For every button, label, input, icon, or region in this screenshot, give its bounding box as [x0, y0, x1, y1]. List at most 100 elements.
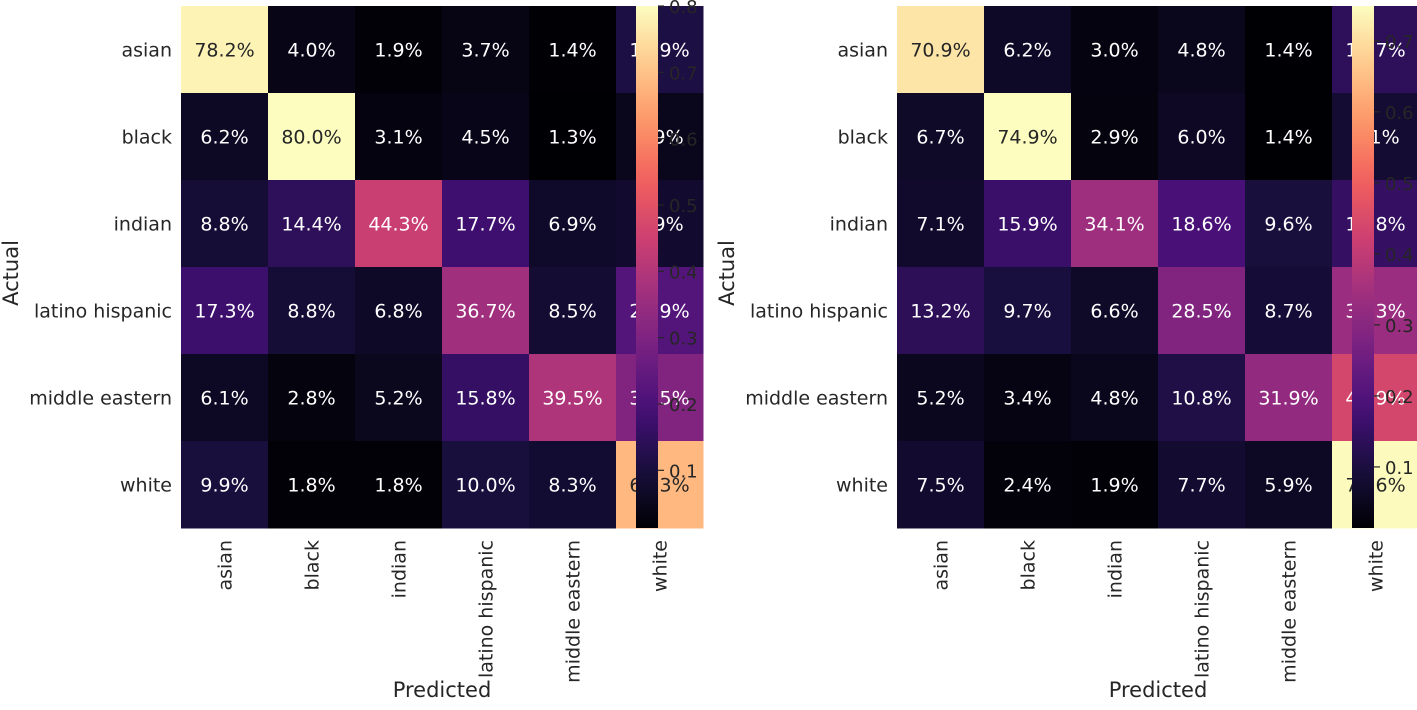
heatmap-cell [181, 354, 269, 442]
heatmap-cell [616, 441, 704, 529]
cell-value-label: 3.0% [1090, 40, 1138, 62]
heatmap-cell [897, 180, 985, 268]
heatmap-cell [1245, 441, 1333, 529]
x-tick-label: latino hispanic [476, 540, 498, 678]
heatmap-cell [1332, 441, 1417, 529]
heatmap-cell [355, 93, 443, 181]
heatmap-cell [1245, 93, 1333, 181]
heatmap-cell [616, 93, 704, 181]
cell-value-label: 1.3% [548, 127, 596, 149]
cell-value-label: 15.8% [455, 388, 515, 410]
cell-value-label: 7.7% [1177, 475, 1225, 497]
cell-value-label: 3.1% [374, 127, 422, 149]
cell-value-label: 15.9% [997, 214, 1057, 236]
y-axis-title: Actual [0, 240, 23, 306]
heatmap-cell [984, 267, 1072, 355]
cell-value-label: 9.6% [1264, 214, 1312, 236]
cell-value-label: 3.4% [1003, 388, 1051, 410]
heatmap-cell [984, 354, 1072, 442]
heatmap-cell [529, 441, 617, 529]
heatmap-cell [984, 180, 1072, 268]
heatmap-cell [529, 354, 617, 442]
x-axis-title: Predicted [1109, 678, 1208, 702]
cell-value-label: 6.2% [200, 127, 248, 149]
colorbar-tick-label: 0.7 [1385, 32, 1414, 53]
heatmap-cell [984, 93, 1072, 181]
colorbar-tick-label: 0.3 [669, 329, 698, 350]
cell-value-label: 1.4% [1264, 40, 1312, 62]
cell-value-label: 9.7% [1003, 301, 1051, 323]
cell-value-label: 6.1% [200, 388, 248, 410]
heatmap-cell [616, 6, 704, 94]
heatmap-cell [529, 180, 617, 268]
y-tick-label: middle eastern [745, 388, 888, 410]
heatmap-cell [442, 180, 530, 268]
y-tick-label: latino hispanic [34, 301, 172, 323]
cell-value-label: 2.8% [287, 388, 335, 410]
heatmap-cell [355, 441, 443, 529]
cell-value-label: 4.8% [1090, 388, 1138, 410]
heatmap-cell [268, 441, 356, 529]
colorbar-tick-label: 0.6 [669, 130, 698, 151]
cell-value-label: 14.4% [281, 214, 341, 236]
heatmap-panel-1: 78.2% 4.0% 1.9% 3.7% 1.4% 10.9%6.2% 80.0% 3.1% 4… [0, 0, 704, 702]
x-tick-label: middle eastern [563, 540, 585, 683]
cell-value-label: 17.3% [194, 301, 254, 323]
heatmap-cell [1245, 354, 1333, 442]
colorbar [1352, 6, 1374, 528]
heatmap-cell [897, 6, 985, 94]
heatmap-cell [1071, 354, 1159, 442]
colorbar-tick-label: 0.4 [1385, 245, 1414, 266]
heatmap-cell [529, 267, 617, 355]
heatmap-cell [442, 93, 530, 181]
cell-value-label: 5.9% [1264, 475, 1312, 497]
heatmap-cell [1332, 180, 1417, 268]
heatmap-cell [442, 6, 530, 94]
cell-value-label: 78.2% [194, 40, 254, 62]
heatmap-cell [268, 354, 356, 442]
cell-value-label: 36.7% [455, 301, 515, 323]
colorbar-tick-label: 0.6 [1385, 103, 1414, 124]
colorbar-tick-label: 0.1 [1385, 458, 1414, 479]
cell-value-label: 70.9% [910, 40, 970, 62]
heatmap-cell [897, 441, 985, 529]
heatmap-cell [1332, 267, 1417, 355]
heatmap-cell [897, 93, 985, 181]
x-tick-label: latino hispanic [1192, 540, 1214, 678]
cell-value-label: 80.0% [281, 127, 341, 149]
y-tick-label: indian [114, 214, 172, 236]
cell-value-label: 6.7% [916, 127, 964, 149]
heatmap-cell [1158, 441, 1246, 529]
x-tick-label: white [1366, 540, 1388, 592]
cell-value-label: 10.0% [455, 475, 515, 497]
cell-value-label: 6.2% [1003, 40, 1051, 62]
heatmap-cell [355, 267, 443, 355]
cell-value-label: 1.4% [548, 40, 596, 62]
colorbar-tick-label: 0.4 [669, 262, 698, 283]
heatmap-cell [1245, 267, 1333, 355]
colorbar-tick-label: 0.2 [669, 395, 698, 416]
heatmap-cell [1158, 354, 1246, 442]
x-tick-label: asian [931, 540, 953, 591]
cell-value-label: 6.0% [1177, 127, 1225, 149]
cell-value-label: 74.9% [997, 127, 1057, 149]
cell-value-label: 1.8% [287, 475, 335, 497]
colorbar-tick-label: 0.3 [1385, 316, 1414, 337]
cell-value-label: 6.6% [1090, 301, 1138, 323]
heatmap-cell [616, 267, 704, 355]
heatmap-cell [1158, 180, 1246, 268]
colorbar-tick-label: 0.8 [669, 0, 698, 18]
cell-value-label: 10.8% [1171, 388, 1231, 410]
heatmap-cell [1158, 93, 1246, 181]
cell-value-label: 31.9% [1258, 388, 1318, 410]
heatmap-cell [529, 6, 617, 94]
y-tick-label: black [122, 127, 172, 149]
heatmap-cell [181, 267, 269, 355]
cell-value-label: 5.2% [374, 388, 422, 410]
colorbar [636, 6, 658, 528]
heatmap-cell [1332, 354, 1417, 442]
cell-value-label: 1.9% [374, 40, 422, 62]
cell-value-label: 4.5% [461, 127, 509, 149]
